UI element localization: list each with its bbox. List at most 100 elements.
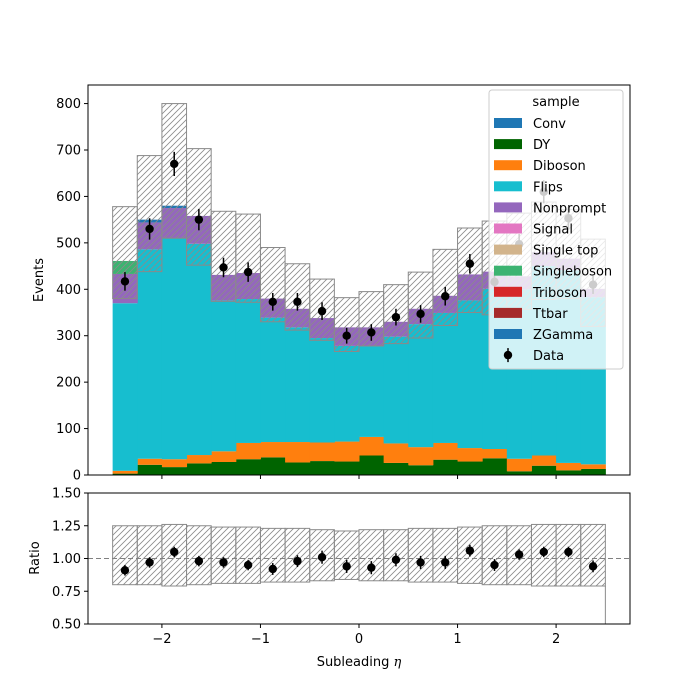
ratio-band-bin: [530, 523, 557, 587]
ratio-band-bin: [186, 525, 212, 586]
data-point: [391, 312, 401, 322]
bar-dy: [457, 461, 483, 475]
y-tick-label: 800: [56, 97, 81, 112]
legend-swatch-triboson: [494, 286, 522, 297]
legend-label: Signal: [533, 223, 573, 238]
ratio-uncertainty-band: [112, 523, 606, 624]
legend-label: Ttbar: [532, 307, 568, 322]
ratio-point: [416, 558, 425, 567]
bar-diboson: [432, 442, 459, 460]
x-axis-label-symbol: η: [394, 655, 402, 670]
bar-diboson: [161, 459, 188, 468]
bar-flips: [112, 303, 138, 471]
data-point: [219, 263, 228, 272]
ratio-points: [120, 544, 598, 576]
ratio-band-bin: [407, 527, 434, 583]
ratio-axes: −2 −1 0 1 2 0.50 0.75 1.00 1.25 1.50: [52, 487, 560, 648]
legend-label: Single top: [533, 244, 598, 259]
ratio-y-tick-label: 1.00: [52, 552, 81, 567]
legend-swatch-single-top: [494, 244, 522, 255]
ratio-point: [490, 560, 499, 570]
legend-label: Singleboson: [533, 265, 612, 280]
ratio-band-bin: [161, 523, 188, 587]
ratio-point: [514, 550, 524, 559]
legend-swatch-flips: [494, 181, 522, 192]
bar-diboson: [408, 447, 434, 466]
legend-title: sample: [532, 95, 579, 110]
data-point: [293, 297, 302, 307]
bar-dy: [285, 462, 311, 475]
y-tick-label: 200: [56, 376, 81, 391]
bar-dy: [408, 465, 434, 475]
legend-marker-data: [503, 350, 513, 360]
data-point: [268, 297, 277, 307]
ratio-band-bin: [580, 523, 606, 587]
bar-diboson: [580, 464, 606, 469]
ratio-x-tick-label: 1: [453, 632, 461, 647]
ratio-point: [317, 552, 327, 562]
data-point: [342, 331, 351, 340]
legend-swatch-singleboson: [494, 265, 522, 276]
bar-diboson: [137, 458, 163, 465]
bar-dy: [334, 461, 360, 475]
bar-flips: [137, 249, 163, 459]
data-point: [367, 328, 376, 337]
bar-diboson: [334, 441, 360, 462]
bar-diboson: [556, 462, 582, 471]
bar-flips: [260, 317, 286, 443]
data-point: [416, 309, 425, 319]
ratio-point: [194, 556, 204, 566]
ratio-point: [243, 560, 253, 570]
ratio-band-bin: [136, 525, 163, 586]
ratio-band-bin: [481, 525, 508, 586]
ratio-point: [391, 555, 401, 565]
bar-dy: [359, 455, 385, 475]
uncertainty-bin: [407, 271, 434, 339]
ratio-point: [588, 562, 598, 571]
bar-flips: [186, 243, 212, 456]
bar-dy: [309, 461, 335, 475]
ratio-y-tick-label: 0.75: [52, 585, 81, 600]
x-axis-label: Subleading η: [317, 655, 402, 670]
ratio-x-tick-label: 2: [552, 632, 560, 647]
ratio-point: [120, 566, 130, 575]
ratio-point: [539, 547, 548, 557]
bar-diboson: [235, 442, 261, 460]
legend-swatch-zgamma: [494, 329, 522, 339]
bar-diboson: [506, 458, 532, 472]
bar-dy: [161, 467, 188, 475]
uncertainty-bin: [210, 210, 237, 302]
ratio-band-bin: [210, 526, 237, 584]
legend-swatch-diboson: [494, 160, 522, 171]
legend-swatch-conv: [494, 118, 522, 128]
legend-label: DY: [533, 138, 550, 153]
ratio-point: [441, 558, 450, 567]
ratio-y-tick-label: 0.50: [52, 618, 81, 633]
ratio-x-tick-label: −1: [251, 632, 270, 647]
bar-flips: [359, 346, 385, 437]
legend-swatch-signal: [494, 223, 522, 234]
legend-label: ZGamma: [533, 328, 593, 343]
bar-dy: [383, 462, 409, 475]
ratio-point: [145, 558, 154, 567]
y-tick-label: 100: [56, 422, 81, 437]
data-point: [170, 159, 179, 169]
bar-dy: [137, 464, 163, 475]
uncertainty-bin: [186, 148, 212, 266]
main-axes: 0 100 200 300 400 500 600 700 800: [56, 97, 557, 484]
ratio-x-tick-label: −2: [152, 632, 171, 647]
ratio-plot: −2 −1 0 1 2 0.50 0.75 1.00 1.25 1.50 Ratio Sublea…: [28, 487, 631, 670]
bar-flips: [161, 238, 188, 460]
bar-diboson: [211, 451, 237, 462]
legend-swatch-nonprompt: [494, 202, 522, 213]
bar-flips: [235, 299, 261, 443]
legend-box: [488, 89, 624, 370]
ratio-point: [367, 563, 376, 572]
ratio-band-bin: [432, 527, 459, 583]
legend-swatch-dy: [494, 139, 522, 150]
legend-label: Triboson: [532, 286, 587, 301]
y-tick-label: 500: [56, 236, 81, 251]
ratio-point: [564, 547, 573, 557]
ratio-point: [170, 547, 179, 557]
